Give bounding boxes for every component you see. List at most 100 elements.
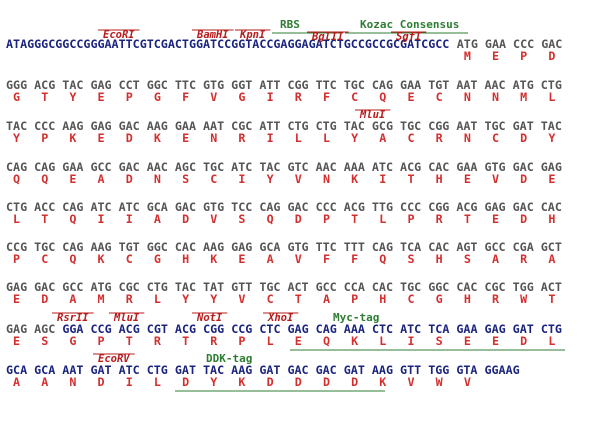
- amino-acid: F: [351, 252, 358, 266]
- amino-acid: M: [520, 90, 527, 104]
- amino-acid: L: [295, 131, 302, 145]
- amino-acid: I: [267, 90, 274, 104]
- amino-acid: E: [13, 334, 20, 348]
- dna-sequence: GGG ACG TAC GAG CCT GGC TTC GTG GGT ATT …: [6, 78, 562, 92]
- amino-acid: A: [69, 292, 76, 306]
- restriction-site: NotI: [196, 312, 223, 324]
- amino-acid: K: [379, 375, 386, 389]
- amino-acid: H: [464, 292, 471, 306]
- amino-acid: I: [238, 172, 245, 186]
- amino-acid: H: [548, 212, 555, 226]
- amino-acid: V: [295, 172, 302, 186]
- amino-acid: D: [182, 212, 189, 226]
- amino-acid: Y: [210, 375, 217, 389]
- amino-acid: Y: [69, 90, 76, 104]
- amino-acid: I: [98, 212, 105, 226]
- amino-acid: L: [379, 212, 386, 226]
- amino-acid: Q: [379, 252, 386, 266]
- amino-acid: Y: [548, 131, 555, 145]
- amino-acid: W: [520, 292, 528, 306]
- amino-acid: D: [520, 172, 527, 186]
- amino-acid: E: [98, 131, 105, 145]
- amino-acid: Q: [41, 172, 48, 186]
- amino-acid: I: [407, 334, 414, 348]
- amino-acid: K: [238, 375, 245, 389]
- amino-acid: E: [464, 334, 471, 348]
- amino-acid: S: [464, 252, 471, 266]
- amino-acid: D: [520, 131, 527, 145]
- amino-acid: L: [548, 334, 555, 348]
- amino-acid: D: [267, 375, 274, 389]
- amino-acid: N: [464, 131, 471, 145]
- amino-acid: A: [267, 252, 274, 266]
- restriction-site: BglII: [311, 31, 344, 43]
- amino-acid: A: [13, 375, 20, 389]
- dna-sequence: CAG CAG GAA GCC GAC AAC AGC TGC ATC TAC …: [6, 160, 562, 174]
- amino-acid: V: [210, 90, 217, 104]
- amino-acid: L: [267, 334, 274, 348]
- amino-acid: S: [182, 172, 189, 186]
- amino-acid: V: [210, 212, 217, 226]
- feature-label: DDK-tag: [206, 352, 252, 365]
- amino-acid: L: [379, 334, 386, 348]
- amino-acid: A: [41, 375, 48, 389]
- amino-acid: N: [464, 90, 471, 104]
- amino-acid: E: [464, 172, 471, 186]
- amino-acid: F: [323, 90, 330, 104]
- restriction-site: KpnI: [239, 29, 266, 41]
- dna-sequence: CTG ACC CAG ATC ATC GCA GAC GTG TCC CAG …: [6, 200, 562, 214]
- amino-acid: P: [238, 334, 245, 348]
- amino-acid: K: [351, 172, 358, 186]
- amino-acid: I: [126, 375, 133, 389]
- amino-acid: E: [238, 252, 245, 266]
- amino-acid: E: [492, 334, 499, 348]
- amino-acid: N: [492, 90, 499, 104]
- amino-acid: C: [267, 292, 274, 306]
- dna-sequence: GGA CCG ACG CGT ACG CGG CCG CTC GAG CAG …: [62, 322, 562, 336]
- amino-acid: Y: [210, 292, 217, 306]
- amino-acid: I: [126, 212, 133, 226]
- amino-acid: P: [323, 212, 330, 226]
- amino-acid: L: [154, 292, 161, 306]
- amino-acid: P: [13, 252, 20, 266]
- restriction-site: MluI: [359, 109, 386, 121]
- amino-acid: N: [210, 131, 217, 145]
- amino-acid: A: [379, 131, 386, 145]
- amino-acid: T: [41, 90, 48, 104]
- dna-sequence: ATAGGGCGGCCGGGAATTCGTCGACTGGATCCGGTACCGA…: [6, 37, 449, 51]
- dna-sequence: ATG GAA CCC GAC: [457, 37, 563, 51]
- amino-acid: R: [238, 131, 246, 145]
- amino-acid: D: [295, 375, 302, 389]
- amino-acid: A: [98, 172, 105, 186]
- amino-acid: E: [548, 172, 555, 186]
- amino-acid: C: [436, 90, 443, 104]
- amino-acid: E: [13, 292, 20, 306]
- amino-acid: D: [520, 334, 527, 348]
- amino-acid: S: [436, 334, 443, 348]
- amino-acid: K: [154, 131, 161, 145]
- restriction-site: RsrII: [57, 312, 89, 324]
- amino-acid: N: [69, 375, 76, 389]
- amino-acid: F: [182, 90, 189, 104]
- amino-acid: Q: [69, 212, 76, 226]
- dna-sequence: CCG TGC CAG AAG TGT GGC CAC AAG GAG GCA …: [6, 240, 562, 254]
- amino-acid: W: [436, 375, 444, 389]
- amino-acid: L: [154, 375, 161, 389]
- amino-acid: S: [41, 334, 48, 348]
- amino-acid: Y: [182, 292, 189, 306]
- amino-acid: K: [351, 334, 358, 348]
- amino-acid: C: [41, 252, 48, 266]
- amino-acid: D: [351, 375, 358, 389]
- amino-acid: R: [126, 292, 134, 306]
- amino-acid: S: [407, 252, 414, 266]
- amino-acid: R: [295, 90, 303, 104]
- amino-acid: V: [492, 172, 499, 186]
- amino-acid: D: [520, 212, 527, 226]
- amino-acid: D: [126, 131, 133, 145]
- amino-acid: T: [182, 334, 189, 348]
- restriction-site: EcoRV: [98, 353, 130, 365]
- amino-acid: K: [69, 131, 76, 145]
- amino-acid: P: [98, 334, 105, 348]
- amino-acid: L: [13, 212, 20, 226]
